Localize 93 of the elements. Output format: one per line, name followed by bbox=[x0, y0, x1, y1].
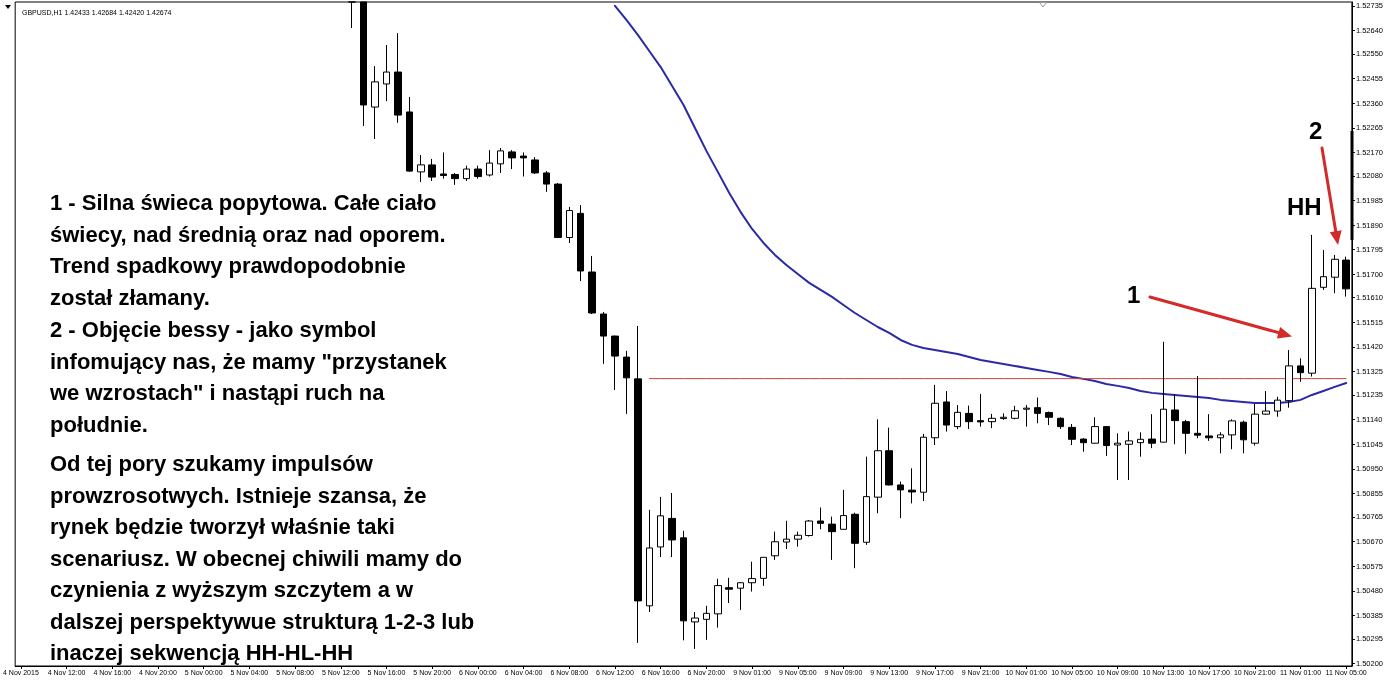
annotation: Od tej pory szukamy impulsów prowzrosotwych. Istnieje szansa, że rynek będzie tworzył właśnie taki scenariusz. W obecnej chiwili mamy do czynienia z wyższym szczytem a w dalszej perspektywue strukturą 1-2-3 lub inaczej sekwencją HH-HL-HH bbox=[50, 450, 475, 667]
candlestick bbox=[920, 433, 927, 502]
candlestick bbox=[691, 611, 699, 650]
candlestick bbox=[805, 519, 813, 538]
annotation: 1 bbox=[1127, 281, 1141, 309]
annotation: 1 - Silna świeca popytowa. Całe ciało świecy, nad średnią oraz nad oporem. Trend spadkowy prawdopodobnie został złamany. bbox=[50, 189, 446, 312]
candlestick bbox=[817, 507, 824, 530]
candlestick bbox=[908, 467, 916, 504]
candlestick bbox=[406, 96, 413, 173]
candlestick bbox=[417, 154, 425, 183]
candlestick bbox=[748, 561, 756, 593]
candlestick bbox=[703, 605, 710, 641]
candlestick bbox=[1114, 432, 1121, 481]
candlestick bbox=[885, 427, 893, 486]
candlestick bbox=[646, 509, 653, 613]
candlestick bbox=[428, 158, 436, 182]
candlestick bbox=[988, 413, 996, 429]
candlestick bbox=[486, 149, 493, 178]
candlestick bbox=[1228, 418, 1236, 450]
candlestick bbox=[771, 531, 779, 561]
candlestick bbox=[840, 489, 847, 531]
candlestick bbox=[371, 65, 379, 140]
candlestick bbox=[1194, 375, 1201, 439]
candlestick bbox=[463, 165, 470, 182]
candlestick bbox=[965, 405, 973, 430]
candlestick bbox=[577, 204, 584, 282]
candlestick bbox=[1125, 431, 1133, 481]
candlestick bbox=[851, 512, 859, 569]
candlestick bbox=[1285, 349, 1293, 409]
candlestick bbox=[1171, 393, 1179, 445]
candlestick bbox=[657, 496, 664, 558]
candlestick bbox=[1182, 419, 1190, 455]
candlestick bbox=[1091, 416, 1099, 444]
candlestick bbox=[1103, 425, 1110, 457]
candlestick bbox=[554, 182, 562, 239]
candlestick bbox=[508, 149, 516, 170]
candlestick bbox=[383, 44, 390, 102]
candlestick bbox=[611, 335, 619, 391]
annotation: 2 - Objęcie bessy - jako symbol infomujący nas, że mamy "przystanek we wzrostach" i nastąpi ruch na południe. bbox=[50, 316, 447, 439]
candlestick bbox=[497, 147, 504, 174]
candlestick bbox=[668, 492, 676, 558]
candlestick bbox=[977, 393, 984, 428]
candlestick bbox=[1045, 411, 1053, 426]
candlestick bbox=[474, 165, 482, 180]
candlestick bbox=[1068, 423, 1076, 446]
candlestick bbox=[874, 418, 882, 514]
candlestick bbox=[1080, 437, 1087, 453]
candlestick bbox=[725, 577, 733, 604]
candlestick bbox=[954, 404, 961, 430]
candlestick bbox=[1240, 420, 1247, 454]
candlestick bbox=[1011, 405, 1019, 420]
candlestick bbox=[531, 156, 539, 175]
candlestick bbox=[680, 530, 687, 641]
candlestick bbox=[1217, 431, 1224, 454]
candlestick bbox=[1057, 416, 1064, 430]
candlestick bbox=[1297, 357, 1304, 383]
candlestick bbox=[440, 151, 447, 180]
candlestick bbox=[600, 311, 607, 365]
candlestick bbox=[588, 255, 596, 315]
candlestick bbox=[634, 325, 642, 644]
annotation: HH bbox=[1287, 193, 1322, 221]
candlestick bbox=[1137, 431, 1144, 458]
line-series bbox=[613, 4, 1348, 404]
candlestick bbox=[1342, 256, 1350, 298]
candlestick bbox=[943, 390, 950, 433]
candlestick bbox=[623, 350, 630, 415]
candlestick bbox=[543, 170, 550, 193]
candlestick bbox=[1000, 412, 1007, 421]
candlestick bbox=[566, 206, 573, 244]
candlestick bbox=[1034, 397, 1041, 424]
candlestick bbox=[760, 556, 767, 587]
candlestick bbox=[783, 520, 790, 550]
candlestick bbox=[1274, 396, 1281, 418]
candlestick bbox=[931, 384, 939, 446]
candlestick bbox=[794, 531, 802, 548]
candlestick bbox=[897, 481, 904, 519]
candlestick bbox=[1251, 403, 1259, 447]
candlestick bbox=[863, 456, 870, 546]
candlestick bbox=[451, 172, 459, 186]
candlestick bbox=[1023, 404, 1030, 428]
candlestick bbox=[737, 581, 744, 611]
candlestick bbox=[1205, 413, 1213, 442]
annotation: 2 bbox=[1309, 117, 1323, 145]
candlestick bbox=[1148, 413, 1156, 449]
candlestick bbox=[1331, 254, 1339, 294]
candlestick bbox=[828, 516, 836, 561]
candlestick bbox=[714, 578, 722, 629]
candlestick bbox=[520, 151, 527, 178]
candlestick bbox=[1262, 390, 1270, 416]
candlestick bbox=[1160, 341, 1167, 443]
candlestick bbox=[394, 32, 402, 124]
candlestick bbox=[1308, 234, 1316, 378]
candlestick bbox=[1320, 249, 1327, 291]
